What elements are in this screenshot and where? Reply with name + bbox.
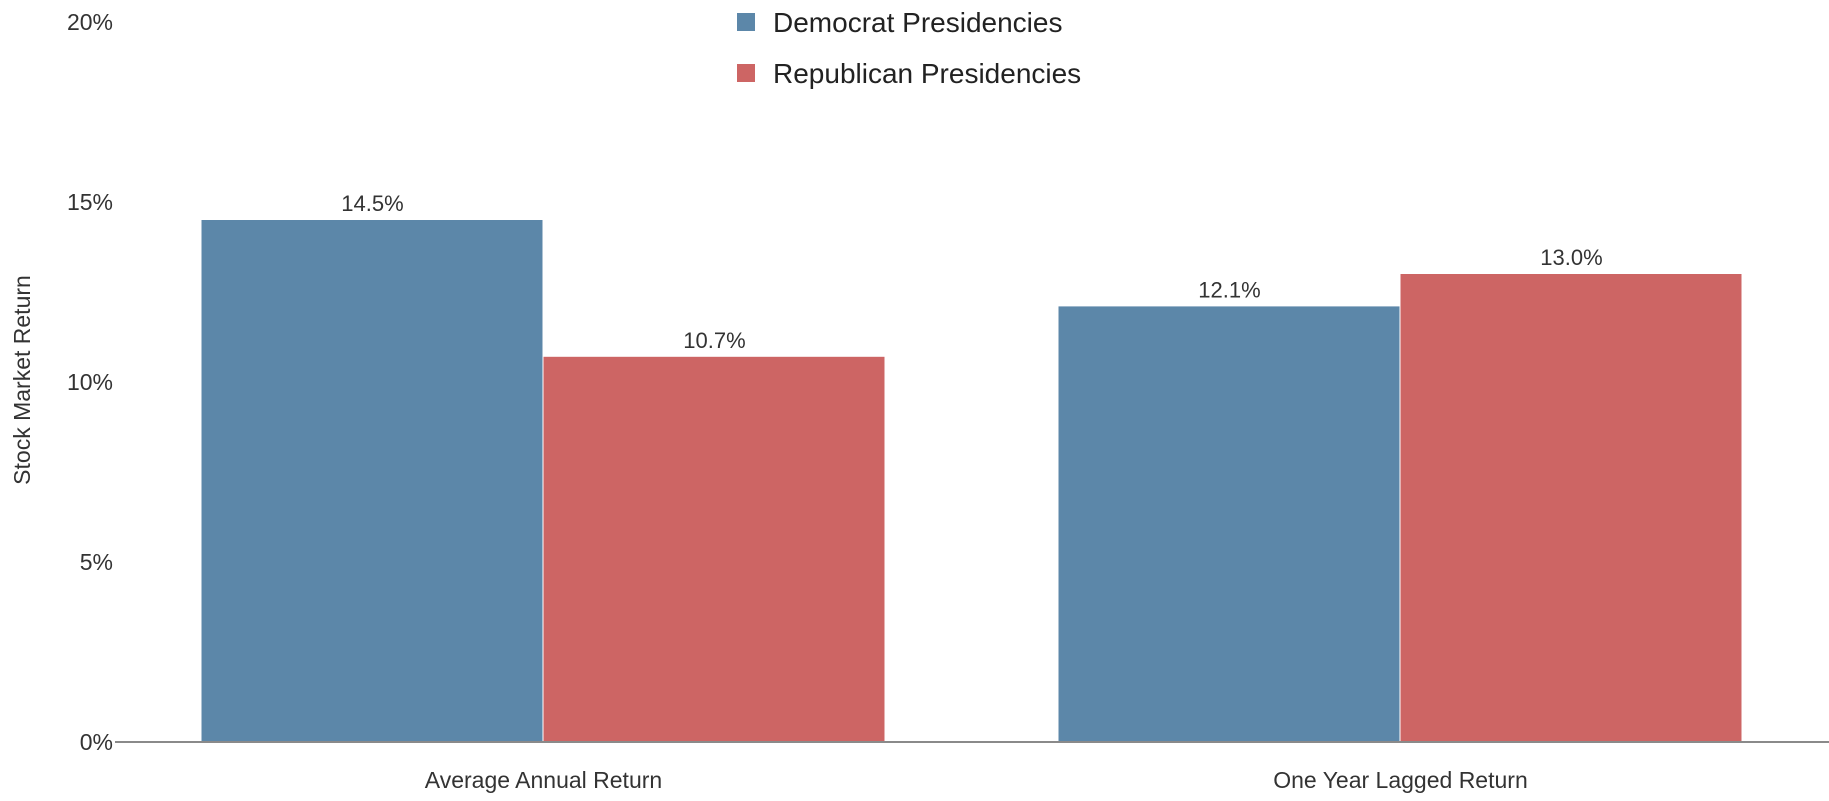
legend-label: Republican Presidencies [773,58,1081,89]
bar-value-label: 10.7% [683,328,745,353]
bar-value-label: 14.5% [341,191,403,216]
y-tick-label: 15% [67,189,113,215]
legend-label: Democrat Presidencies [773,7,1062,38]
x-axis-ticks: Average Annual Return One Year Lagged Ret… [425,767,1528,793]
legend: Democrat Presidencies Republican Presiden… [737,7,1081,89]
legend-swatch [737,13,755,31]
bars [201,220,1742,742]
bar-value-label: 12.1% [1198,277,1260,302]
y-tick-label: 10% [67,369,113,395]
x-tick-label: Average Annual Return [425,767,662,793]
y-axis-ticks: 0% 5% 10% 15% 20% [67,9,113,755]
bar-republican [1400,274,1742,742]
x-tick-label: One Year Lagged Return [1273,767,1527,793]
bar-democrat [201,220,543,742]
y-tick-label: 0% [80,729,113,755]
bar-republican [543,356,885,742]
bar-value-labels: 14.5% 10.7% 12.1% 13.0% [341,191,1602,353]
y-tick-label: 5% [80,549,113,575]
bar-value-label: 13.0% [1540,245,1602,270]
y-axis-label: Stock Market Return [9,275,35,485]
bar-democrat [1058,306,1400,742]
y-tick-label: 20% [67,9,113,35]
legend-swatch [737,64,755,82]
